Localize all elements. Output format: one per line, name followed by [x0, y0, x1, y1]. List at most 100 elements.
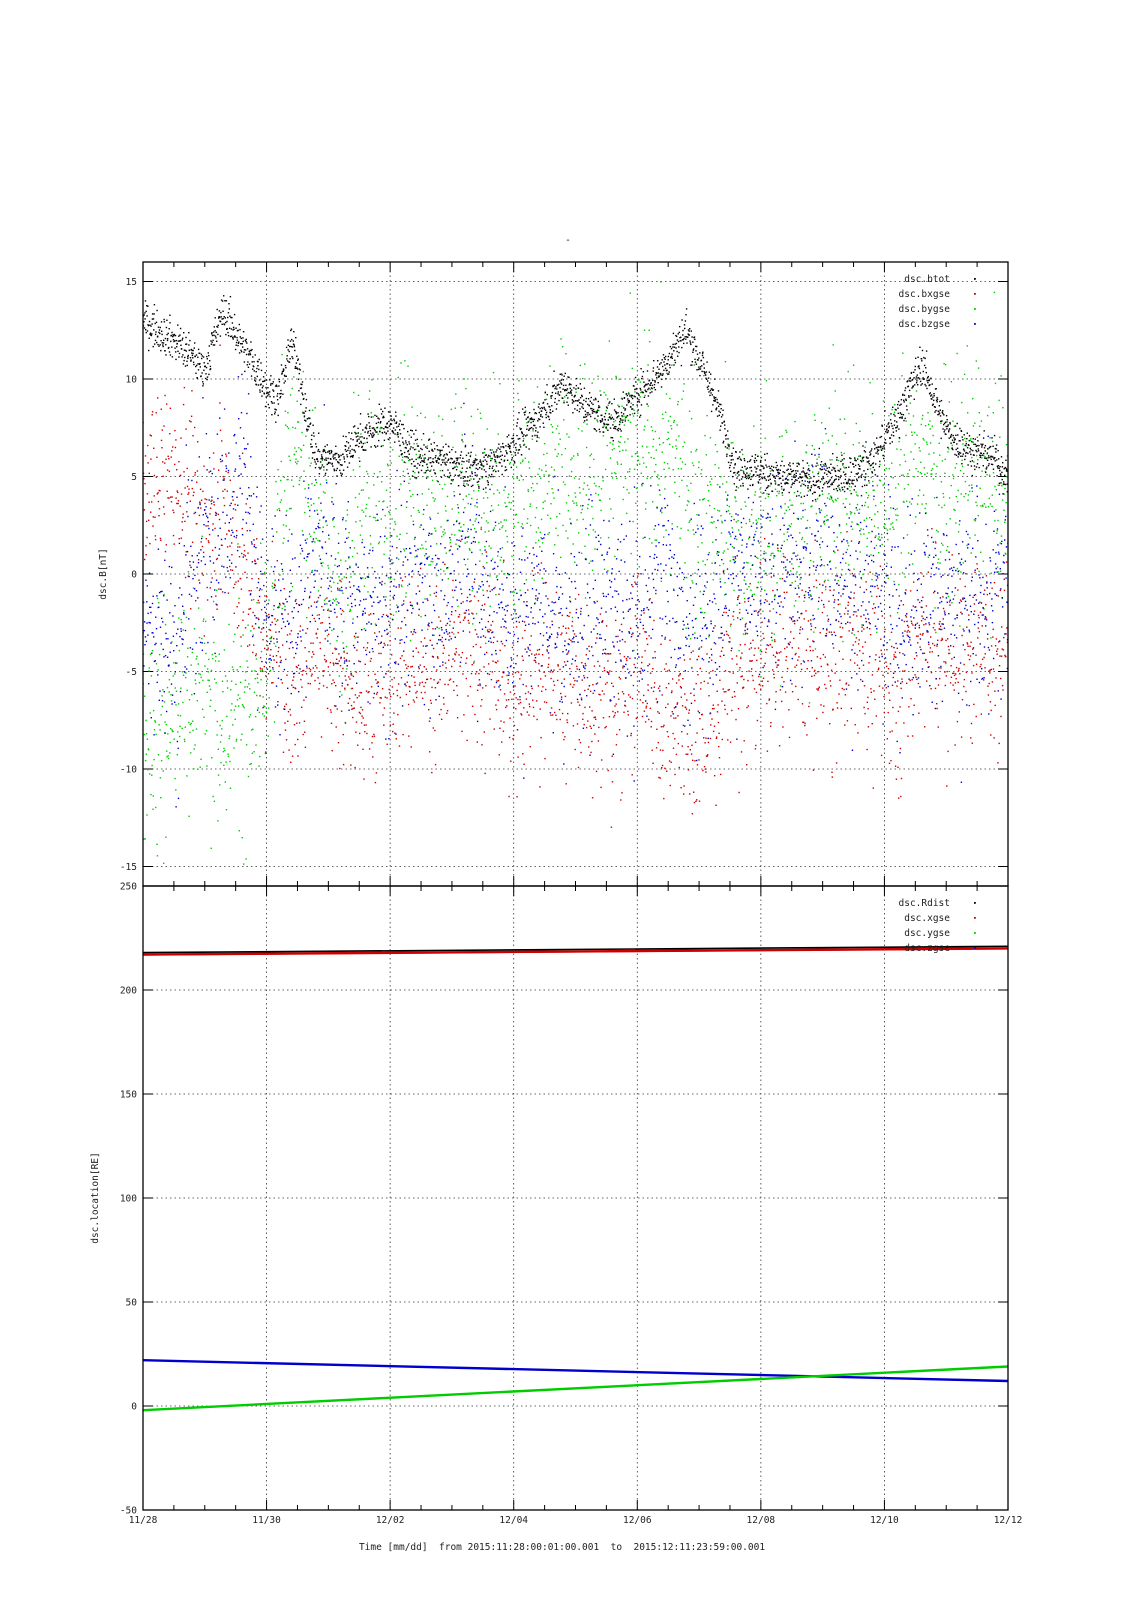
data-point: [574, 496, 577, 498]
data-point: [784, 512, 786, 515]
data-point: [601, 621, 603, 623]
data-point: [904, 670, 906, 672]
data-point: [926, 472, 929, 474]
data-point: [404, 360, 406, 362]
data-point: [684, 693, 686, 695]
data-point: [714, 625, 716, 627]
data-point: [201, 649, 204, 651]
data-point: [985, 603, 987, 606]
data-point: [249, 688, 251, 690]
data-point: [231, 554, 233, 556]
data-point: [152, 808, 154, 810]
data-point: [228, 623, 230, 626]
data-point: [318, 527, 320, 529]
data-point: [798, 656, 800, 658]
data-point: [751, 594, 754, 596]
data-point: [658, 712, 660, 714]
data-point: [349, 586, 351, 588]
data-point: [325, 552, 328, 555]
data-point: [749, 583, 751, 585]
data-point: [845, 607, 847, 609]
data-point: [409, 690, 411, 692]
data-point: [532, 430, 534, 432]
data-point: [735, 500, 737, 502]
data-point: [1001, 499, 1004, 501]
data-point: [440, 708, 442, 711]
data-point: [548, 532, 550, 534]
data-point: [254, 560, 256, 563]
data-point: [791, 563, 793, 565]
data-point: [941, 506, 943, 509]
data-point: [755, 744, 757, 747]
data-point: [884, 523, 886, 526]
data-point: [446, 710, 449, 712]
data-point: [212, 795, 214, 798]
data-point: [585, 664, 587, 667]
data-point: [644, 650, 646, 652]
data-point: [156, 843, 158, 845]
data-point: [500, 720, 502, 722]
data-point: [521, 460, 524, 463]
data-point: [526, 422, 528, 424]
data-point: [718, 551, 720, 553]
data-point: [672, 732, 674, 735]
data-point: [682, 445, 684, 448]
data-point: [261, 573, 263, 575]
data-point: [610, 826, 613, 828]
data-point: [583, 723, 585, 726]
data-point: [329, 580, 331, 582]
data-point: [314, 484, 316, 486]
data-point: [151, 652, 153, 654]
data-point: [842, 464, 844, 466]
data-point: [199, 766, 201, 768]
data-point: [313, 574, 315, 576]
data-point: [717, 509, 719, 512]
data-point: [874, 574, 876, 576]
data-point: [839, 418, 841, 421]
data-point: [670, 428, 673, 430]
data-point: [560, 633, 562, 636]
data-point: [885, 518, 888, 520]
data-point: [143, 733, 146, 736]
data-point: [437, 657, 439, 659]
data-point: [690, 651, 692, 654]
data-point: [150, 717, 152, 719]
data-point: [332, 679, 334, 681]
data-point: [280, 627, 283, 630]
data-point: [147, 769, 149, 771]
data-point: [683, 659, 686, 661]
data-point: [712, 670, 714, 672]
data-point: [488, 530, 490, 532]
data-point: [772, 669, 774, 671]
data-point: [192, 587, 195, 589]
data-point: [178, 475, 181, 477]
data-point: [616, 461, 618, 463]
data-point: [632, 585, 634, 588]
data-point: [701, 713, 703, 716]
data-point: [598, 409, 600, 412]
data-point: [394, 662, 397, 665]
data-point: [330, 711, 332, 713]
data-point: [369, 702, 371, 705]
data-point: [529, 746, 531, 748]
data-point: [979, 666, 981, 668]
data-point: [970, 737, 972, 739]
data-point: [593, 716, 595, 719]
data-point: [396, 689, 398, 692]
data-point: [219, 724, 221, 727]
data-point: [340, 613, 343, 615]
data-point: [197, 559, 200, 561]
data-point: [664, 767, 666, 769]
data-point: [704, 434, 706, 437]
data-point: [515, 466, 518, 468]
data-point: [185, 672, 187, 674]
data-point: [663, 461, 666, 464]
data-point: [303, 699, 305, 701]
data-point: [220, 588, 222, 590]
data-point: [848, 564, 850, 566]
data-point: [782, 726, 784, 728]
data-point: [715, 804, 717, 806]
data-point: [202, 397, 204, 399]
data-point: [955, 463, 958, 465]
data-point: [467, 695, 469, 697]
